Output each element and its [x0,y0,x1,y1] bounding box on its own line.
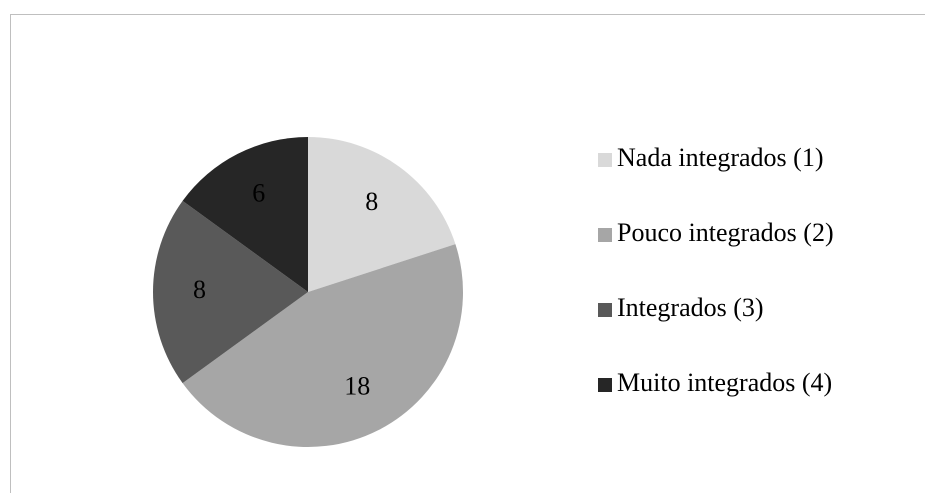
legend-swatch [598,153,612,167]
chart-frame [10,14,925,493]
pie-slice [182,137,308,292]
data-label: 8 [365,187,378,216]
pie-slice [182,244,464,447]
legend-swatch [598,228,612,242]
data-label: 8 [193,275,206,304]
pie-slice [153,200,308,384]
pie-slice [308,137,456,292]
data-label: 6 [252,178,265,207]
legend-label: Nada integrados (1) [617,143,823,172]
legend-swatch [598,303,612,317]
legend-label: Pouco integrados (2) [617,218,834,247]
legend-label: Integrados (3) [617,293,764,322]
data-label: 18 [344,372,370,401]
legend-swatch [598,378,612,392]
legend-label: Muito integrados (4) [617,368,832,397]
